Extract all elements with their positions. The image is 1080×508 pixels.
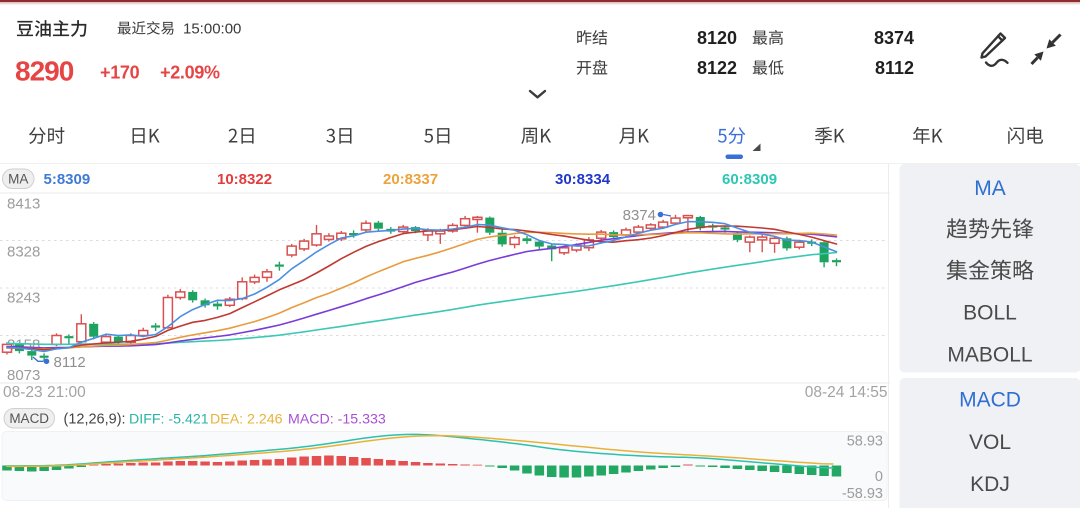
svg-text:0: 0 xyxy=(875,469,883,485)
svg-text:8073: 8073 xyxy=(7,367,40,384)
svg-text:MACD: MACD xyxy=(959,389,1021,412)
svg-text:BOLL: BOLL xyxy=(963,302,1017,325)
svg-text:58.93: 58.93 xyxy=(847,434,883,450)
svg-text:KDJ: KDJ xyxy=(970,473,1010,496)
svg-text:10:8322: 10:8322 xyxy=(217,171,272,188)
svg-text:+2.09%: +2.09% xyxy=(160,62,220,82)
svg-text:MACD: -15.333: MACD: -15.333 xyxy=(288,411,386,427)
svg-text:08-23 21:00: 08-23 21:00 xyxy=(3,384,86,401)
svg-text:08-24 14:55: 08-24 14:55 xyxy=(805,384,888,401)
svg-text:MABOLL: MABOLL xyxy=(947,344,1032,367)
svg-text:8112: 8112 xyxy=(875,58,914,78)
svg-text:(12,26,9):: (12,26,9): xyxy=(64,411,126,427)
svg-text:+170: +170 xyxy=(100,62,140,82)
svg-text:20:8337: 20:8337 xyxy=(383,171,438,188)
svg-text:DEA: 2.246: DEA: 2.246 xyxy=(210,411,283,427)
svg-text:8374: 8374 xyxy=(623,207,656,224)
svg-text:15:00:00: 15:00:00 xyxy=(183,20,241,37)
svg-text:MACD: MACD xyxy=(9,411,49,426)
svg-text:-58.93: -58.93 xyxy=(842,486,883,502)
svg-text:8374: 8374 xyxy=(874,28,914,48)
svg-text:5:8309: 5:8309 xyxy=(44,171,91,188)
svg-text:VOL: VOL xyxy=(969,431,1011,454)
svg-text:MA: MA xyxy=(8,172,28,187)
svg-text:8243: 8243 xyxy=(7,289,40,306)
svg-text:8112: 8112 xyxy=(54,354,86,371)
svg-text:8328: 8328 xyxy=(7,243,40,260)
svg-text:MA: MA xyxy=(974,177,1006,200)
svg-text:8122: 8122 xyxy=(697,58,737,78)
svg-text:DIFF: -5.421: DIFF: -5.421 xyxy=(129,411,209,427)
svg-text:8413: 8413 xyxy=(7,195,40,212)
svg-text:30:8334: 30:8334 xyxy=(555,171,611,188)
svg-text:60:8309: 60:8309 xyxy=(722,171,777,188)
svg-text:8290: 8290 xyxy=(15,56,74,87)
svg-text:8120: 8120 xyxy=(697,28,737,48)
